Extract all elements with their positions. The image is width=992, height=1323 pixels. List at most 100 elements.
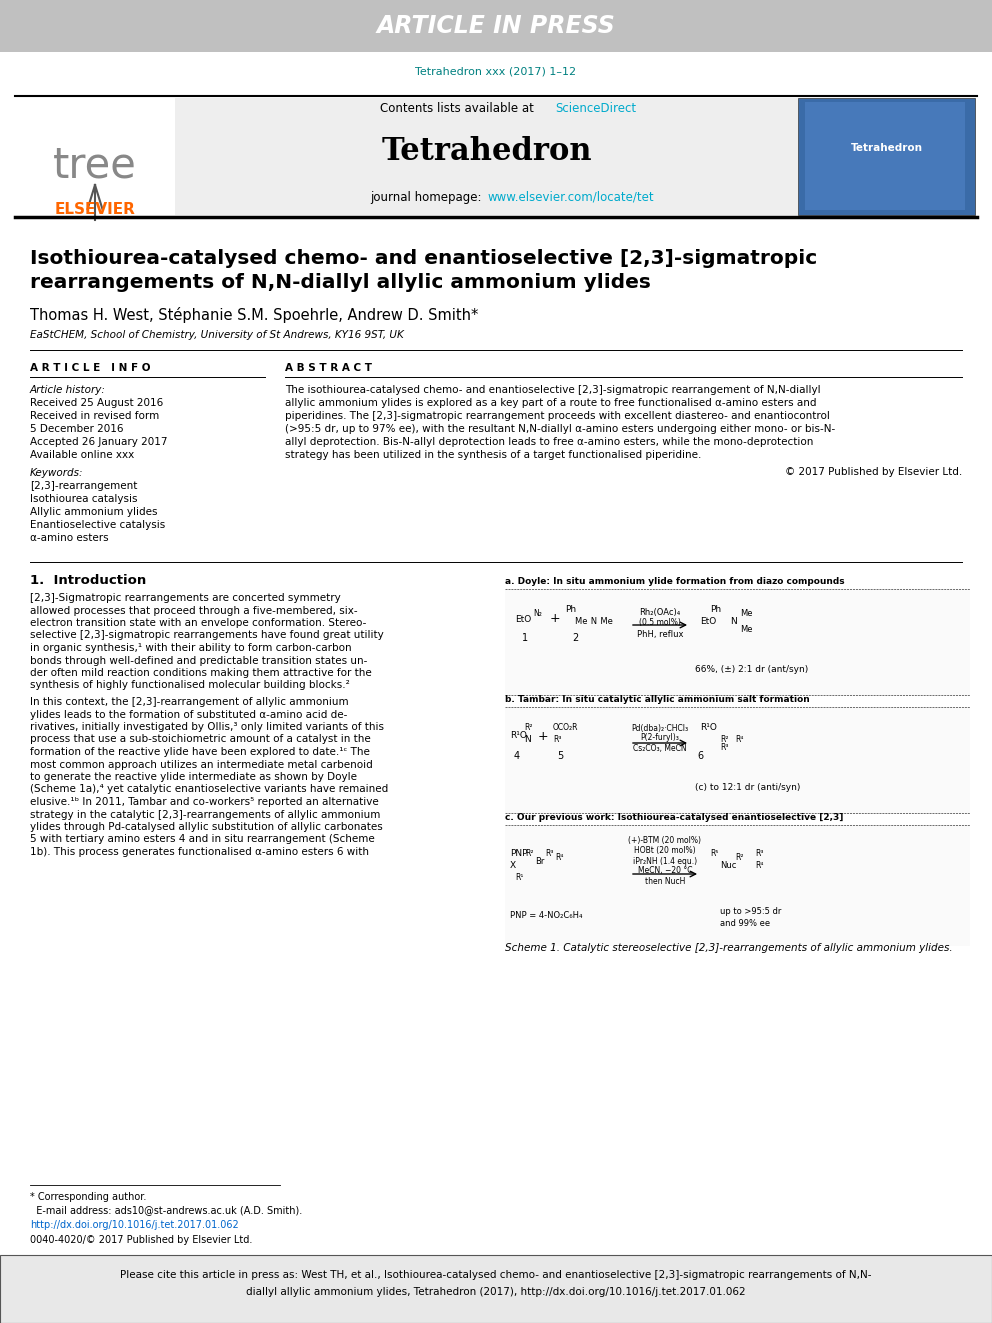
Text: +: + [538, 729, 549, 742]
Bar [798, 98, 975, 216]
Text: R⁴: R⁴ [555, 853, 563, 863]
Text: Me: Me [740, 626, 753, 635]
Text: electron transition state with an envelope conformation. Stereo-: electron transition state with an envelo… [30, 618, 366, 628]
Text: in organic synthesis,¹ with their ability to form carbon-carbon: in organic synthesis,¹ with their abilit… [30, 643, 351, 654]
Text: rearrangements of N,N-diallyl allylic ammonium ylides: rearrangements of N,N-diallyl allylic am… [30, 274, 651, 292]
Text: then NucH: then NucH [645, 877, 685, 885]
Text: R¹: R¹ [515, 873, 524, 882]
Text: R²: R² [524, 724, 533, 733]
Bar [0, 1256, 992, 1323]
Text: elusive.¹ᵇ In 2011, Tambar and co-workers⁵ reported an alternative: elusive.¹ᵇ In 2011, Tambar and co-worker… [30, 796, 379, 807]
Text: R³: R³ [553, 736, 561, 745]
Text: Tetrahedron xxx (2017) 1–12: Tetrahedron xxx (2017) 1–12 [416, 67, 576, 77]
Text: 1: 1 [522, 632, 528, 643]
Text: [2,3]-rearrangement: [2,3]-rearrangement [30, 482, 137, 491]
Text: 5: 5 [557, 751, 563, 761]
Text: N: N [730, 618, 737, 627]
Text: ylides leads to the formation of substituted α-amino acid de-: ylides leads to the formation of substit… [30, 709, 347, 720]
Text: [2,3]-Sigmatropic rearrangements are concerted symmetry: [2,3]-Sigmatropic rearrangements are con… [30, 593, 340, 603]
Text: allylic ammonium ylides is explored as a key part of a route to free functionali: allylic ammonium ylides is explored as a… [285, 398, 816, 407]
Text: HOBt (20 mol%): HOBt (20 mol%) [634, 847, 695, 856]
Text: R⁴: R⁴ [735, 736, 743, 745]
Text: ScienceDirect: ScienceDirect [555, 102, 636, 115]
Text: Enantioselective catalysis: Enantioselective catalysis [30, 520, 166, 531]
Text: Received 25 August 2016: Received 25 August 2016 [30, 398, 164, 407]
Text: R¹O: R¹O [700, 724, 717, 733]
Text: 1b). This process generates functionalised α-amino esters 6 with: 1b). This process generates functionalis… [30, 847, 369, 857]
Text: process that use a sub-stoichiometric amount of a catalyst in the: process that use a sub-stoichiometric am… [30, 734, 371, 745]
Text: E-mail address: ads10@st-andrews.ac.uk (A.D. Smith).: E-mail address: ads10@st-andrews.ac.uk (… [30, 1205, 303, 1215]
Text: Keywords:: Keywords: [30, 468, 83, 478]
Text: 1.  Introduction: 1. Introduction [30, 573, 146, 586]
Text: c. Our previous work: Isothiourea-catalysed enantioselective [2,3]: c. Our previous work: Isothiourea-cataly… [505, 814, 843, 823]
Text: Ph: Ph [710, 606, 721, 614]
Text: EaStCHEM, School of Chemistry, University of St Andrews, KY16 9ST, UK: EaStCHEM, School of Chemistry, Universit… [30, 329, 404, 340]
Text: allyl deprotection. Bis-N-allyl deprotection leads to free α-amino esters, while: allyl deprotection. Bis-N-allyl deprotec… [285, 437, 813, 447]
Text: R⁴: R⁴ [755, 861, 764, 871]
Text: EtO: EtO [515, 615, 532, 624]
Text: Please cite this article in press as: West TH, et al., Isothiourea-catalysed che: Please cite this article in press as: We… [120, 1270, 872, 1279]
Text: Me: Me [740, 609, 753, 618]
Text: (+)-BTM (20 mol%): (+)-BTM (20 mol%) [629, 836, 701, 845]
Text: EtO: EtO [700, 618, 716, 627]
Text: The isothiourea-catalysed chemo- and enantioselective [2,3]-sigmatropic rearrang: The isothiourea-catalysed chemo- and ena… [285, 385, 820, 396]
Text: Isothiourea catalysis: Isothiourea catalysis [30, 493, 138, 504]
Text: www.elsevier.com/locate/tet: www.elsevier.com/locate/tet [487, 191, 654, 204]
Text: Article history:: Article history: [30, 385, 106, 396]
Text: A R T I C L E   I N F O: A R T I C L E I N F O [30, 363, 151, 373]
Text: Pd(dba)₂·CHCl₃: Pd(dba)₂·CHCl₃ [632, 724, 688, 733]
Text: ARTICLE IN PRESS: ARTICLE IN PRESS [377, 15, 615, 38]
Text: synthesis of highly functionalised molecular building blocks.²: synthesis of highly functionalised molec… [30, 680, 350, 691]
Text: P(2-furyl)₃: P(2-furyl)₃ [641, 733, 680, 742]
Text: piperidines. The [2,3]-sigmatropic rearrangement proceeds with excellent diaster: piperidines. The [2,3]-sigmatropic rearr… [285, 411, 830, 421]
Text: R³: R³ [755, 849, 764, 859]
Text: ylides through Pd-catalysed allylic substitution of allylic carbonates: ylides through Pd-catalysed allylic subs… [30, 822, 383, 832]
Text: R³: R³ [720, 744, 728, 753]
Text: to generate the reactive ylide intermediate as shown by Doyle: to generate the reactive ylide intermedi… [30, 773, 357, 782]
Text: Isothiourea-catalysed chemo- and enantioselective [2,3]-sigmatropic: Isothiourea-catalysed chemo- and enantio… [30, 249, 817, 267]
Text: a. Doyle: In situ ammonium ylide formation from diazo compounds: a. Doyle: In situ ammonium ylide formati… [505, 578, 844, 586]
Text: Allylic ammonium ylides: Allylic ammonium ylides [30, 507, 158, 517]
Text: Available online xxx: Available online xxx [30, 450, 134, 460]
Text: Ph: Ph [565, 606, 576, 614]
Text: Cs₂CO₃, MeCN: Cs₂CO₃, MeCN [633, 744, 686, 753]
Text: N: N [524, 736, 531, 745]
Text: b. Tambar: In situ catalytic allylic ammonium salt formation: b. Tambar: In situ catalytic allylic amm… [505, 696, 809, 705]
Text: 4: 4 [514, 751, 520, 761]
Text: Received in revised form: Received in revised form [30, 411, 160, 421]
Text: In this context, the [2,3]-rearrangement of allylic ammonium: In this context, the [2,3]-rearrangement… [30, 697, 348, 706]
Text: selective [2,3]-sigmatropic rearrangements have found great utility: selective [2,3]-sigmatropic rearrangemen… [30, 631, 384, 640]
Text: strategy in the catalytic [2,3]-rearrangements of allylic ammonium: strategy in the catalytic [2,3]-rearrang… [30, 810, 380, 819]
Text: A B S T R A C T: A B S T R A C T [285, 363, 372, 373]
Text: ELSEVIER: ELSEVIER [55, 201, 136, 217]
Text: PhH, reflux: PhH, reflux [637, 631, 683, 639]
Text: 5 with tertiary amino esters 4 and in situ rearrangement (Scheme: 5 with tertiary amino esters 4 and in si… [30, 835, 375, 844]
Text: OCO₂R: OCO₂R [553, 724, 578, 733]
Text: PNP: PNP [510, 849, 528, 859]
Text: (>95:5 dr, up to 97% ee), with the resultant N,N-diallyl α-amino esters undergoi: (>95:5 dr, up to 97% ee), with the resul… [285, 423, 835, 434]
Text: © 2017 Published by Elsevier Ltd.: © 2017 Published by Elsevier Ltd. [785, 467, 962, 478]
Text: journal homepage:: journal homepage: [370, 191, 485, 204]
Text: tree: tree [53, 144, 137, 187]
Text: N₂: N₂ [533, 609, 542, 618]
Text: Tetrahedron: Tetrahedron [851, 143, 923, 153]
Text: α-amino esters: α-amino esters [30, 533, 109, 542]
Bar [505, 590, 970, 695]
Text: +: + [550, 611, 560, 624]
Text: R²: R² [525, 849, 534, 859]
Text: X: X [510, 861, 516, 871]
Text: (c) to 12:1 dr (anti/syn): (c) to 12:1 dr (anti/syn) [695, 783, 801, 792]
Text: Tetrahedron: Tetrahedron [382, 136, 592, 168]
Text: R³: R³ [545, 849, 554, 859]
Text: Br: Br [535, 856, 545, 865]
Text: 0040-4020/© 2017 Published by Elsevier Ltd.: 0040-4020/© 2017 Published by Elsevier L… [30, 1234, 252, 1245]
Text: Contents lists available at: Contents lists available at [380, 102, 538, 115]
Bar [15, 98, 175, 216]
Text: Rh₂(OAc)₄: Rh₂(OAc)₄ [640, 607, 681, 617]
Text: strategy has been utilized in the synthesis of a target functionalised piperidin: strategy has been utilized in the synthe… [285, 450, 701, 460]
Text: diallyl allylic ammonium ylides, Tetrahedron (2017), http://dx.doi.org/10.1016/j: diallyl allylic ammonium ylides, Tetrahe… [246, 1287, 746, 1297]
Text: 66%, (±) 2:1 dr (ant/syn): 66%, (±) 2:1 dr (ant/syn) [695, 665, 808, 675]
Text: Thomas H. West, Stéphanie S.M. Spoehrle, Andrew D. Smith*: Thomas H. West, Stéphanie S.M. Spoehrle,… [30, 307, 478, 323]
Text: R⁵: R⁵ [710, 849, 718, 859]
Bar [505, 708, 970, 814]
